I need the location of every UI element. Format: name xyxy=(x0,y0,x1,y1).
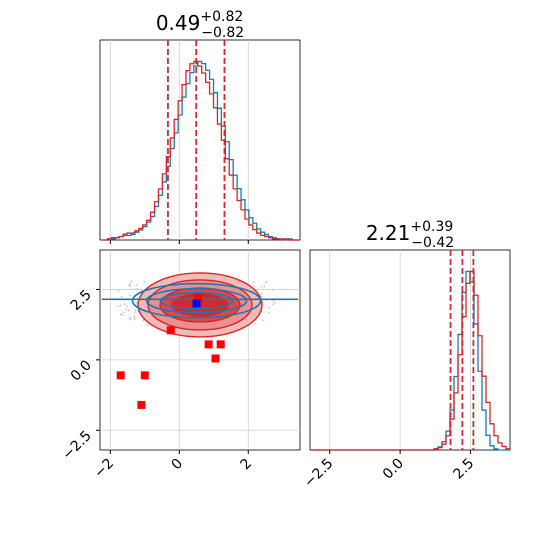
scatter-point xyxy=(126,305,129,308)
scatter-point xyxy=(263,285,266,288)
tick-label: 0 xyxy=(169,456,187,474)
tick-label: −2 xyxy=(91,456,117,482)
scatter-point xyxy=(142,319,145,322)
histogram-step-series_b xyxy=(310,270,511,451)
scatter-point xyxy=(252,281,255,284)
tick-label: 2.5 xyxy=(68,287,95,314)
scatter-point xyxy=(121,314,124,316)
scatter-point xyxy=(260,286,263,289)
scatter-point xyxy=(136,288,138,291)
scatter-point xyxy=(135,302,138,304)
scatter-point xyxy=(133,311,136,314)
scatter-point xyxy=(130,280,133,283)
x-marginal-title: 0.49+0.82 −0.82 xyxy=(156,9,244,41)
scatter-point xyxy=(122,311,125,314)
scatter-point xyxy=(254,322,257,325)
scatter-point xyxy=(129,294,132,297)
x-marginal-ticks xyxy=(109,240,249,244)
scatter-point xyxy=(127,309,130,312)
scatter-point xyxy=(267,306,270,309)
marker-square xyxy=(194,293,203,302)
y-marginal-ticks: −2.5 0.0 2.5 xyxy=(301,450,477,491)
scatter-point xyxy=(272,289,274,292)
tick-label: 0.0 xyxy=(68,357,95,384)
y-marginal-title: 2.21+0.39 −0.42 xyxy=(366,219,454,251)
joint-panel: −2 0 2 −2.5 0.0 2.5 xyxy=(59,249,301,482)
tick-label: 2 xyxy=(237,456,255,474)
scatter-point xyxy=(143,280,146,283)
marker-square xyxy=(204,340,213,349)
scatter-point xyxy=(260,292,262,295)
scatter-point xyxy=(117,305,120,308)
marker-square xyxy=(140,371,149,380)
scatter-point xyxy=(129,318,132,321)
marker-square xyxy=(216,340,225,349)
x-marginal-histograms xyxy=(103,60,300,241)
scatter-point xyxy=(271,303,274,306)
scatter-point xyxy=(117,289,120,292)
truth-point xyxy=(192,299,201,308)
scatter-point xyxy=(129,316,132,319)
contour-line-series_a xyxy=(145,287,248,314)
tick-label: 2.5 xyxy=(450,456,477,483)
scatter-point xyxy=(267,312,270,314)
scatter-point xyxy=(133,315,136,318)
scatter-point xyxy=(119,304,122,307)
joint-markers xyxy=(116,293,225,409)
y-marginal-quantile-lines xyxy=(449,250,475,450)
marker-square xyxy=(166,326,175,335)
histogram-step-series_b xyxy=(103,60,300,241)
scatter-point xyxy=(272,299,275,302)
tick-label: 0.0 xyxy=(380,456,407,483)
tick-label: −2.5 xyxy=(301,456,336,491)
marker-square xyxy=(116,371,125,380)
y-marginal-histograms xyxy=(310,270,511,451)
scatter-point xyxy=(134,309,137,312)
scatter-point xyxy=(146,323,149,326)
marker-square xyxy=(137,400,146,409)
x-marginal-panel: 0.49+0.82 −0.82 xyxy=(99,9,301,244)
x-marginal-quantile-lines xyxy=(167,40,226,240)
scatter-point xyxy=(274,301,276,304)
scatter-point xyxy=(123,303,126,306)
scatter-point xyxy=(140,289,143,291)
tick-label: −2.5 xyxy=(59,428,94,463)
x-marginal-grid xyxy=(109,40,249,240)
scatter-point xyxy=(133,318,136,320)
scatter-point xyxy=(120,313,123,316)
scatter-point xyxy=(128,284,131,287)
scatter-point xyxy=(125,308,128,311)
scatter-point xyxy=(121,295,123,298)
scatter-point xyxy=(135,284,138,286)
y-marginal-panel: −2.5 0.0 2.5 2.21+0.39 −0.42 xyxy=(301,219,511,491)
marker-square xyxy=(211,354,220,363)
scatter-point xyxy=(262,319,265,322)
contour-line-series_a xyxy=(131,282,262,319)
scatter-point xyxy=(128,282,131,285)
scatter-point xyxy=(253,284,256,287)
scatter-point xyxy=(265,281,268,284)
contour-line-series_a xyxy=(159,291,234,310)
